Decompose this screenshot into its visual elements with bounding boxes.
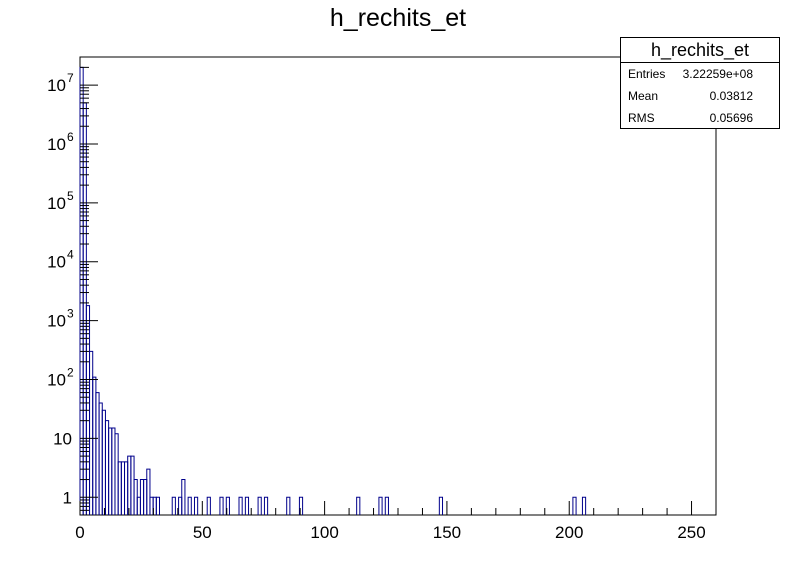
y-tick-exponent: 2 [67, 366, 74, 380]
stats-row-mean: Mean 0.03812 [621, 85, 779, 107]
y-tick-exponent: 5 [67, 189, 74, 203]
histogram-bin [155, 496, 160, 515]
histogram-bin [244, 496, 250, 515]
histogram-bin [384, 496, 389, 515]
y-tick-exponent: 4 [67, 248, 74, 262]
x-tick-label: 250 [677, 523, 705, 542]
y-tick-exponent: 7 [67, 71, 74, 85]
stats-key: RMS [628, 111, 655, 125]
histogram-bin [238, 496, 243, 515]
histogram-series [79, 66, 587, 515]
stats-row-rms: RMS 0.05696 [621, 107, 779, 129]
histogram-bin [356, 496, 361, 515]
histogram-bin [581, 496, 587, 515]
y-tick-label: 10 [47, 135, 66, 154]
y-tick-label: 10 [47, 253, 66, 272]
histogram-bin [572, 496, 577, 515]
histogram-bin [225, 496, 230, 515]
y-tick-label: 10 [47, 312, 66, 331]
histogram-bin [257, 496, 262, 515]
y-tick-label: 10 [53, 429, 72, 448]
x-tick-label: 100 [310, 523, 338, 542]
y-tick-label: 1 [63, 488, 72, 507]
histogram-bin [378, 496, 383, 515]
x-tick-label: 0 [75, 523, 84, 542]
stats-title: h_rechits_et [621, 38, 779, 63]
histogram-bin [263, 496, 269, 515]
x-tick-label: 150 [433, 523, 461, 542]
histogram-bin [206, 496, 211, 515]
y-tick-label: 10 [47, 371, 66, 390]
y-tick-exponent: 6 [67, 130, 74, 144]
chart-title: h_rechits_et [329, 4, 467, 32]
y-tick-label: 10 [47, 76, 66, 95]
x-axis: 0 50 100 150 200 250 [75, 501, 717, 542]
histogram-bin [438, 496, 444, 515]
stats-key: Mean [628, 89, 659, 103]
x-tick-label: 200 [555, 523, 583, 542]
histogram-bin [286, 496, 291, 515]
histogram-bin [187, 496, 192, 515]
stats-box: h_rechits_et Entries 3.22259e+08 Mean 0.… [620, 37, 780, 129]
stats-row-entries: Entries 3.22259e+08 [621, 63, 779, 85]
x-tick-label: 50 [193, 523, 212, 542]
y-tick-exponent: 3 [67, 307, 74, 321]
stats-value: 3.22259e+08 [682, 67, 753, 81]
y-tick-label: 10 [47, 194, 66, 213]
histogram-bin [298, 496, 304, 515]
histogram-bin [146, 468, 151, 515]
stats-key: Entries [628, 67, 666, 81]
histogram-bin [219, 496, 224, 515]
histogram-bin [193, 496, 199, 515]
stats-value: 0.03812 [709, 89, 753, 103]
histogram-bin [171, 496, 176, 515]
stats-value: 0.05696 [709, 111, 753, 125]
histogram-bin [181, 479, 186, 515]
